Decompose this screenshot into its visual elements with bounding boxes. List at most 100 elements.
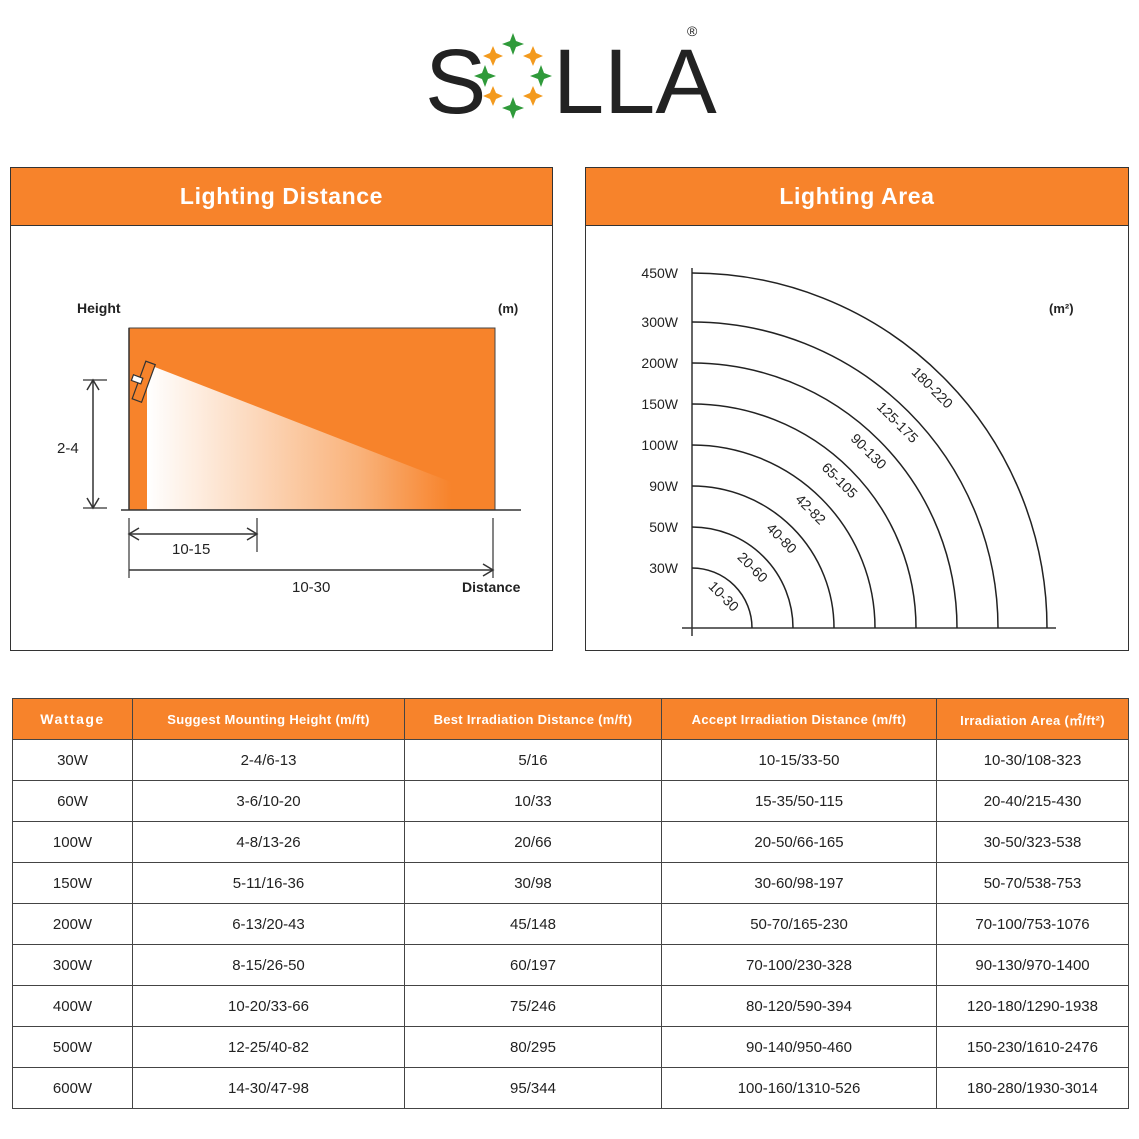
area-ring-50w — [691, 526, 794, 629]
area-wattage-label: 100W — [641, 437, 678, 453]
table-row: 60W 3-6/10-20 10/33 15-35/50-115 20-40/215-4… — [12, 780, 1129, 822]
cell-mounting-height: 14-30/47-98 — [132, 1067, 405, 1109]
cell-best-distance: 5/16 — [404, 739, 662, 781]
cell-best-distance: 10/33 — [404, 780, 662, 822]
cell-accept-distance: 10-15/33-50 — [661, 739, 937, 781]
cell-best-distance: 95/344 — [404, 1067, 662, 1109]
cell-area: 20-40/215-430 — [936, 780, 1129, 822]
table-row: 200W 6-13/20-43 45/148 50-70/165-230 70-100/… — [12, 903, 1129, 945]
area-wattage-label: 150W — [641, 396, 678, 412]
header-area: Irradiation Area (㎡/ft²) — [936, 698, 1129, 740]
header-best-distance: Best Irradiation Distance (m/ft) — [404, 698, 662, 740]
area-unit-label: (m²) — [1049, 301, 1074, 316]
table-row: 400W 10-20/33-66 75/246 80-120/590-394 120-1… — [12, 985, 1129, 1027]
star-bottom — [502, 97, 524, 119]
cell-mounting-height: 6-13/20-43 — [132, 903, 405, 945]
table-row: 30W 2-4/6-13 5/16 10-15/33-50 10-30/108-323 — [12, 739, 1129, 781]
star-left — [474, 65, 496, 87]
star-bl — [483, 86, 503, 106]
area-wattage-label: 450W — [641, 265, 678, 281]
cell-area: 120-180/1290-1938 — [936, 985, 1129, 1027]
table-row: 100W 4-8/13-26 20/66 20-50/66-165 30-50/323-… — [12, 821, 1129, 863]
unit-label: (m) — [498, 301, 518, 316]
cell-area: 180-280/1930-3014 — [936, 1067, 1129, 1109]
cell-mounting-height: 8-15/26-50 — [132, 944, 405, 986]
cell-mounting-height: 10-20/33-66 — [132, 985, 405, 1027]
cell-area: 50-70/538-753 — [936, 862, 1129, 904]
area-ring-200w — [691, 362, 958, 629]
cell-mounting-height: 3-6/10-20 — [132, 780, 405, 822]
cell-wattage: 500W — [12, 1026, 133, 1068]
table-row: 300W 8-15/26-50 60/197 70-100/230-328 90-130… — [12, 944, 1129, 986]
lighting-area-diagram: (m²) 30W 10-30 50W 20-60 90W 40-80 100W 42-82 15… — [641, 265, 1074, 636]
area-value-label: 20-60 — [734, 549, 771, 586]
area-value-label: 125-175 — [874, 398, 922, 446]
floodlight-fixture — [130, 360, 157, 403]
cell-wattage: 30W — [12, 739, 133, 781]
cell-best-distance: 60/197 — [404, 944, 662, 986]
header-mounting-height: Suggest Mounting Height (m/ft) — [132, 698, 405, 740]
logo-letter-s: S — [425, 31, 486, 128]
spec-table-body: 30W 2-4/6-13 5/16 10-15/33-50 10-30/108-323 6… — [12, 739, 1129, 1109]
lighting-area-title: Lighting Area — [586, 168, 1128, 226]
cell-wattage: 400W — [12, 985, 133, 1027]
area-ring-300w — [691, 321, 999, 629]
cell-accept-distance: 90-140/950-460 — [661, 1026, 937, 1068]
area-wattage-label: 300W — [641, 314, 678, 330]
lighting-area-panel: Lighting Area (m²) 30W 10-30 50W 20-60 90W 40… — [585, 167, 1129, 651]
registered-mark: ® — [687, 23, 698, 39]
table-row: 150W 5-11/16-36 30/98 30-60/98-197 50-70/538… — [12, 862, 1129, 904]
area-value-label: 65-105 — [819, 459, 861, 501]
lighting-distance-diagram: Height (m) 2-4 10-15 10-30 Distance — [57, 300, 521, 596]
cell-accept-distance: 15-35/50-115 — [661, 780, 937, 822]
cell-area: 30-50/323-538 — [936, 821, 1129, 863]
area-value-label: 40-80 — [763, 520, 800, 557]
cell-wattage: 150W — [12, 862, 133, 904]
cell-mounting-height: 2-4/6-13 — [132, 739, 405, 781]
lighting-distance-title: Lighting Distance — [11, 168, 552, 226]
cell-accept-distance: 30-60/98-197 — [661, 862, 937, 904]
light-beam — [147, 364, 451, 510]
cell-wattage: 600W — [12, 1067, 133, 1109]
cell-accept-distance: 80-120/590-394 — [661, 985, 937, 1027]
cell-mounting-height: 4-8/13-26 — [132, 821, 405, 863]
star-br — [523, 86, 543, 106]
area-value-label: 42-82 — [792, 491, 829, 528]
area-value-label: 90-130 — [848, 430, 890, 472]
spec-table: Wattage Suggest Mounting Height (m/ft) B… — [12, 698, 1129, 1109]
distance-label: Distance — [462, 579, 521, 595]
area-wattage-label: 50W — [649, 519, 679, 535]
logo-letters-lla: LLA — [553, 31, 717, 128]
cell-accept-distance: 50-70/165-230 — [661, 903, 937, 945]
cell-area: 150-230/1610-2476 — [936, 1026, 1129, 1068]
cell-wattage: 200W — [12, 903, 133, 945]
cell-accept-distance: 100-160/1310-526 — [661, 1067, 937, 1109]
area-wattage-label: 90W — [649, 478, 679, 494]
cell-best-distance: 45/148 — [404, 903, 662, 945]
cell-mounting-height: 12-25/40-82 — [132, 1026, 405, 1068]
mount-height-value: 2-4 — [57, 440, 79, 457]
height-label: Height — [77, 300, 121, 316]
area-ring-450w — [691, 272, 1048, 629]
logo-star-cluster — [474, 33, 552, 119]
solla-logo: S LLA ® — [425, 23, 717, 128]
cell-best-distance: 20/66 — [404, 821, 662, 863]
cell-best-distance: 80/295 — [404, 1026, 662, 1068]
header-wattage: Wattage — [12, 698, 133, 740]
area-ring-90w — [691, 485, 835, 629]
star-right — [530, 65, 552, 87]
area-ring-100w — [691, 444, 876, 629]
area-wattage-label: 30W — [649, 560, 679, 576]
cell-wattage: 300W — [12, 944, 133, 986]
cell-accept-distance: 20-50/66-165 — [661, 821, 937, 863]
area-value-label: 10-30 — [706, 578, 743, 615]
cell-wattage: 100W — [12, 821, 133, 863]
area-ring-150w — [691, 403, 917, 629]
star-top — [502, 33, 524, 55]
cell-area: 10-30/108-323 — [936, 739, 1129, 781]
star-tl — [483, 46, 503, 66]
accept-distance-value: 10-30 — [292, 579, 330, 596]
cell-accept-distance: 70-100/230-328 — [661, 944, 937, 986]
cell-best-distance: 30/98 — [404, 862, 662, 904]
area-wattage-label: 200W — [641, 355, 678, 371]
